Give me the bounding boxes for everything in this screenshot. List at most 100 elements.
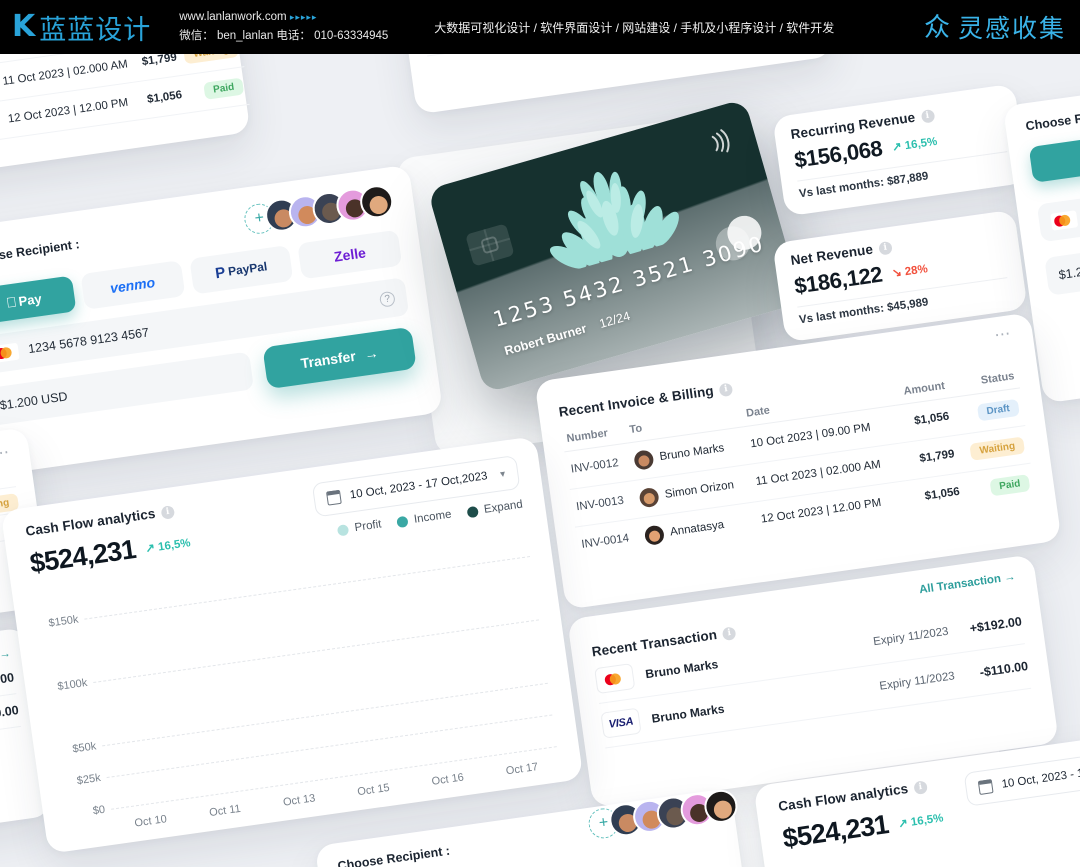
chart-delta: ↗ 16,5% — [897, 811, 945, 831]
legend-item-income[interactable]: Income — [396, 509, 452, 528]
inspiration-logo-icon: 众 — [923, 12, 950, 42]
avatar — [632, 448, 655, 471]
bar-segment-profit — [425, 759, 466, 765]
more-options-icon[interactable]: ⋯ — [993, 325, 1014, 345]
mastercard-icon — [594, 663, 636, 695]
invoice-amount: $1,056 — [924, 485, 961, 503]
status-badge: Waiting — [969, 436, 1026, 461]
watermark-logo: K 蓝蓝设计 — [12, 8, 151, 47]
arrow-up-right-icon: ↗ — [891, 140, 903, 155]
bar-group[interactable]: Oct 10 — [111, 798, 185, 830]
legend-item-profit[interactable]: Profit — [337, 518, 382, 536]
watermark-contact: www.lanlanwork.com ▸▸▸▸▸ 微信： ben_lanlan … — [179, 8, 388, 46]
more-options-icon[interactable]: ⋯ — [0, 443, 13, 463]
stat-delta: ↗ 16,5% — [891, 135, 939, 155]
info-icon[interactable]: i — [722, 626, 737, 641]
watermark-nav: 大数据可视化设计 / 软件界面设计 / 网站建设 / 手机及小程序设计 / 软件… — [434, 20, 835, 35]
info-icon[interactable]: i — [920, 108, 935, 124]
transfer-button[interactable]: Transfer → — [262, 326, 417, 390]
bar-group[interactable]: Oct 13 — [260, 777, 334, 809]
bar-segment-profit — [202, 790, 243, 796]
legend-item-expand[interactable]: Expand — [466, 499, 524, 519]
bar-segment-profit — [276, 779, 317, 786]
bar-group[interactable]: Oct 11 — [185, 788, 259, 819]
bar-segment-income — [425, 759, 466, 765]
stacked-bar[interactable] — [128, 800, 168, 807]
x-axis-tick: Oct 10 — [133, 813, 168, 830]
transaction-amount: -$110.00 — [0, 703, 20, 724]
invoice-amount: $1,056 — [134, 75, 189, 120]
bar-segment-income — [499, 748, 540, 755]
watermark-right: 众 灵感收集 — [924, 9, 1066, 45]
date-range-picker[interactable]: 10 Oct, 2023 - 17 Oct,2023 — [963, 746, 1080, 807]
stacked-bar[interactable] — [202, 790, 243, 796]
info-icon[interactable]: i — [160, 505, 176, 520]
transaction-expiry: Expiry 11/2023 — [878, 670, 956, 693]
visa-icon: VISA — [600, 707, 642, 739]
help-icon[interactable]: ? — [378, 290, 396, 308]
transaction-name: Bruno Marks — [644, 657, 720, 682]
card-artwork — [549, 171, 679, 269]
calendar-icon — [978, 779, 994, 795]
bar-segment-profit — [351, 769, 391, 776]
mastercard-icon — [0, 342, 20, 363]
brand-name: 蓝蓝设计 — [39, 14, 152, 45]
transaction-amount: +$192.00 — [0, 670, 15, 692]
chart-total-value: $524,231 — [780, 809, 891, 854]
recipient-avatars[interactable]: + — [242, 183, 396, 237]
card-number-value: 1234 5678 9123 4567 — [27, 325, 150, 357]
payment-method-zelle[interactable]: Zelle — [297, 229, 403, 280]
apple-icon:  — [5, 293, 18, 310]
stacked-bar[interactable] — [499, 748, 540, 755]
transaction-expiry: Expiry 11/2023 — [872, 625, 950, 649]
y-axis-tick: $0 — [92, 803, 106, 818]
bar-group[interactable]: Oct 16 — [408, 757, 482, 788]
bar-segment-income — [276, 779, 317, 786]
transaction-name: Bruno Marks — [650, 701, 726, 726]
stat-delta: ↘ 28% — [891, 263, 929, 281]
bar-segment-expand — [128, 800, 168, 807]
paypal-icon: P — [214, 263, 227, 282]
bar-segment-income — [128, 800, 168, 807]
status-badge: Paid — [203, 77, 245, 100]
y-axis-tick: $100k — [56, 676, 89, 693]
chart-plot-area: $0 $25k $50k $100k $150k Oct 10 Oct 11 Oct 13 Oc… — [48, 524, 557, 830]
transaction-row[interactable]: -$110.00 — [0, 694, 21, 770]
arrow-dots-icon: ▸▸▸▸▸ — [289, 12, 318, 23]
bar-group[interactable]: Oct 17 — [482, 746, 556, 777]
credit-card[interactable]: 1253 5432 3521 3090 Robert Burner12/24 — [427, 98, 803, 394]
arrow-up-right-icon: ↗ — [144, 541, 156, 555]
payment-method-venmo[interactable]: venmo — [80, 260, 185, 310]
stat-card-recurring-revenue: Recurring Revenue i $156,068 ↗ 16,5% Vs l… — [772, 83, 1028, 217]
arrow-down-right-icon: ↘ — [891, 266, 903, 281]
bar-segment-expand — [276, 779, 317, 786]
payment-method-paypal[interactable]: P PayPal — [188, 244, 294, 295]
stacked-bar[interactable] — [351, 769, 391, 776]
contactless-icon — [711, 129, 730, 153]
inspiration-label: 灵感收集 — [957, 15, 1066, 43]
y-axis-tick: $150k — [47, 613, 80, 630]
chart-delta: ↗ 16,5% — [144, 536, 192, 555]
cash-flow-chart-panel: Cash Flow analytics i $524,231 ↗ 16,5% 10… — [0, 436, 584, 854]
status-badge: Paid — [989, 473, 1031, 496]
choose-recipient-label: Choose Recipient : — [1024, 104, 1080, 134]
card-chip-icon — [465, 223, 515, 267]
info-icon[interactable]: i — [718, 382, 734, 397]
info-icon[interactable]: i — [878, 240, 893, 256]
stacked-bar[interactable] — [276, 779, 317, 786]
avatar — [643, 524, 665, 546]
choose-recipient-label: Choose Recipient : — [336, 843, 451, 867]
invoice-status: Paid — [183, 66, 250, 113]
card-expiry: 12/24 — [597, 308, 632, 331]
info-icon[interactable]: i — [913, 780, 928, 795]
bar-segment-income — [351, 769, 391, 776]
stat-value: $156,068 — [792, 135, 884, 173]
stacked-bar[interactable] — [425, 759, 466, 765]
legend-swatch — [466, 505, 479, 518]
x-axis-tick: Oct 16 — [430, 771, 465, 788]
payment-method-apple-pay[interactable]:  Pay — [0, 275, 77, 326]
bar-group[interactable]: Oct 15 — [334, 767, 408, 798]
watermark-bar: K 蓝蓝设计 www.lanlanwork.com ▸▸▸▸▸ 微信： ben_… — [0, 0, 1080, 54]
arrow-up-right-icon: ↗ — [897, 816, 909, 831]
legend-swatch — [396, 515, 409, 528]
